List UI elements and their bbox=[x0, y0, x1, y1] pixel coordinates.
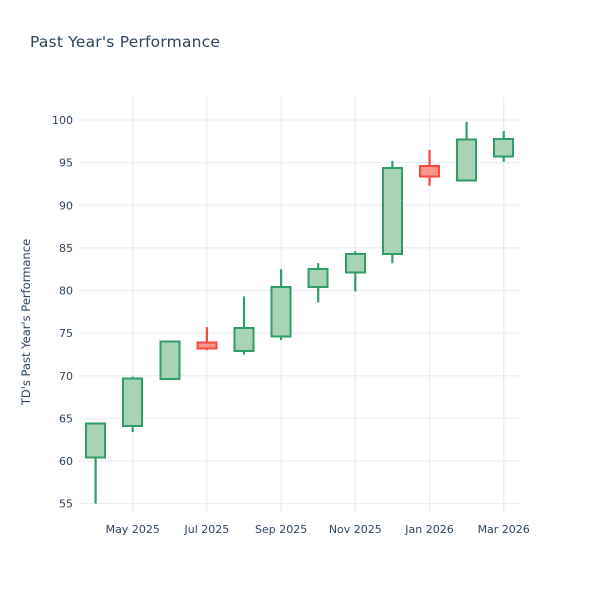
x-tick-label: May 2025 bbox=[106, 523, 160, 536]
y-tick-label: 60 bbox=[59, 455, 73, 468]
y-tick-label: 80 bbox=[59, 285, 73, 298]
candle-body bbox=[270, 286, 292, 338]
y-tick-label: 95 bbox=[59, 157, 73, 170]
candle-body bbox=[159, 340, 181, 381]
candle-body bbox=[456, 138, 478, 182]
x-tick-label: Jan 2026 bbox=[404, 523, 453, 536]
candle-body bbox=[381, 166, 403, 255]
y-tick-label: 100 bbox=[52, 114, 73, 127]
candle-body bbox=[344, 252, 366, 274]
x-tick-label: Nov 2025 bbox=[329, 523, 382, 536]
candle-body bbox=[85, 422, 107, 459]
y-tick-label: 55 bbox=[59, 498, 73, 511]
y-tick-label: 85 bbox=[59, 242, 73, 255]
candle-body bbox=[307, 268, 329, 289]
candle-body bbox=[196, 341, 218, 350]
x-tick-label: Mar 2026 bbox=[478, 523, 530, 536]
chart-title: Past Year's Performance bbox=[30, 33, 221, 51]
y-tick-label: 90 bbox=[59, 199, 73, 212]
y-tick-label: 65 bbox=[59, 412, 73, 425]
y-tick-label: 75 bbox=[59, 327, 73, 340]
candle-body bbox=[122, 377, 144, 428]
x-tick-label: Jul 2025 bbox=[184, 523, 230, 536]
candle-body bbox=[233, 327, 255, 353]
candle-body bbox=[493, 137, 515, 158]
y-tick-label: 70 bbox=[59, 370, 73, 383]
candle-body bbox=[419, 165, 440, 178]
x-tick-label: Sep 2025 bbox=[255, 523, 307, 536]
